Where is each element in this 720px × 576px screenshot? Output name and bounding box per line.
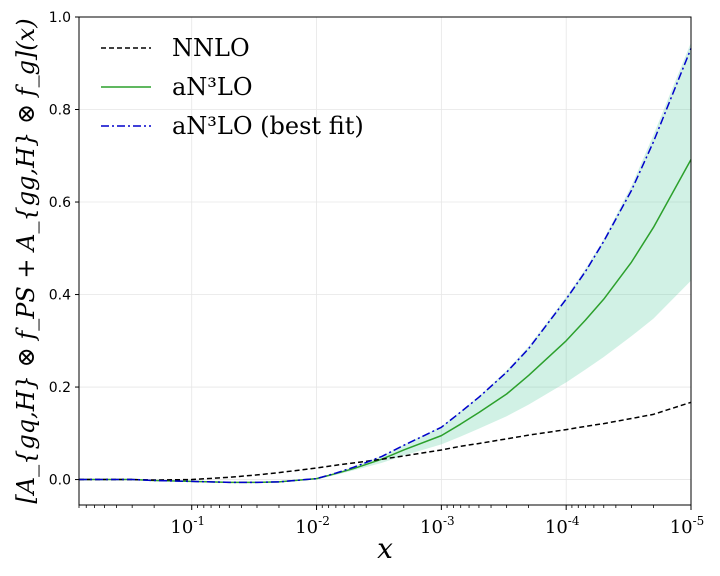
legend-item-an3lo-best-fit: aN³LO (best fit) [101,112,364,140]
y-tick-label: 0.2 [49,380,71,396]
x-axis-label: x [377,532,393,565]
x-tick-label: 10-3 [420,514,455,538]
y-tick-label: 1.0 [49,10,71,26]
x-tick-mantissa: 10 [170,517,193,538]
an3lo-best-fit-line [79,48,692,484]
legend-label: aN³LO (best fit) [172,112,364,140]
y-tick-label: 0.8 [49,103,71,119]
x-tick-exponent: -2 [318,514,330,528]
legend-label: aN³LO [172,73,253,101]
x-tick-exponent: -3 [443,514,455,528]
legend-item-an3lo: aN³LO [101,73,253,101]
x-tick-mantissa: 10 [295,517,318,538]
x-tick-mantissa: 10 [670,517,693,538]
series-group [79,48,692,484]
y-axis-label: [A_{gq,H} ⊗ f_PS + A_{gg,H} ⊗ f_g](x) [12,18,40,503]
uncertainty-band-group [79,42,691,483]
nnlo-line [79,401,692,481]
x-tick-exponent: -5 [693,514,705,528]
y-ticks: 0.0 0.2 0.4 0.6 0.8 1.0 [49,10,79,489]
y-tick-label: 0.4 [49,288,71,304]
an3lo-uncertainty-band [79,42,691,483]
x-tick-mantissa: 10 [420,517,443,538]
x-ticks: 10-1 10-2 10-3 10-4 10-5 [78,505,705,538]
x-tick-label: 10-4 [545,514,580,538]
x-tick-label: 10-1 [170,514,205,538]
legend-label: NNLO [172,34,250,62]
y-tick-label: 0.6 [49,195,71,211]
x-tick-mantissa: 10 [545,517,568,538]
an3lo-line [79,159,692,484]
legend: NNLO aN³LO aN³LO (best fit) [101,34,364,140]
x-tick-exponent: -1 [193,514,205,528]
legend-item-nnlo: NNLO [101,34,250,62]
plot-frame [78,16,692,506]
y-axis-label-text: [A_{gq,H} ⊗ f_PS + A_{gg,H} ⊗ f_g](x) [12,18,40,503]
x-tick-exponent: -4 [568,514,580,528]
x-tick-label: 10-2 [295,514,330,538]
x-tick-label: 10-5 [670,514,705,538]
y-tick-label: 0.0 [49,473,71,489]
